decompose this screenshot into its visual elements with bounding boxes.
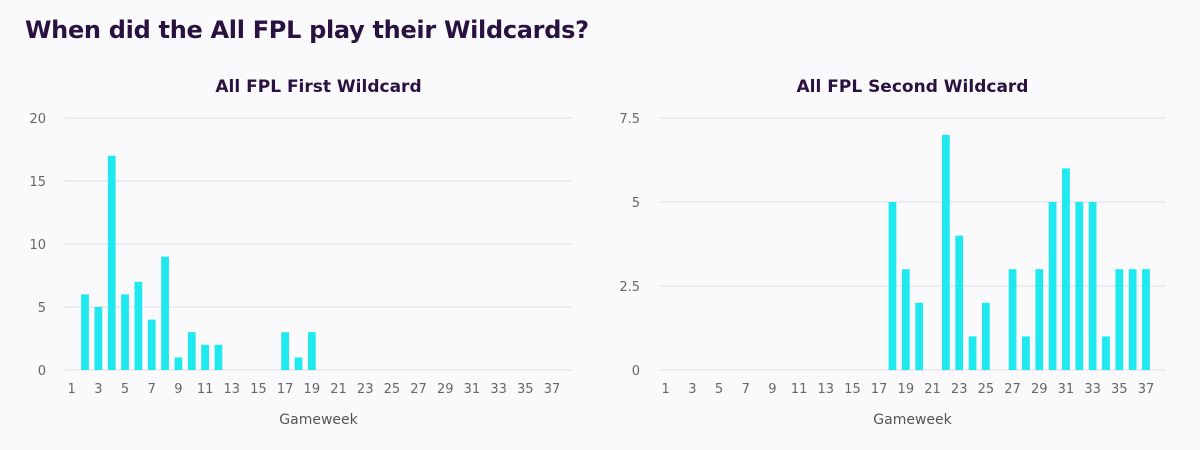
first-wildcard-xtick-label: 21: [330, 382, 347, 397]
first-wildcard-ytick-label: 0: [38, 364, 46, 379]
first-wildcard-xtick-label: 3: [94, 382, 102, 397]
first-wildcard-ytick-label: 20: [29, 112, 46, 127]
first-wildcard-xtick-label: 1: [68, 382, 76, 397]
second-wildcard-bar: [1128, 269, 1137, 370]
second-wildcard-xtick-label: 21: [924, 382, 941, 397]
second-wildcard-xtick-label: 11: [791, 382, 808, 397]
first-wildcard-bar: [174, 357, 183, 370]
first-wildcard-bar: [121, 294, 129, 370]
first-wildcard-ytick-label: 15: [29, 175, 46, 190]
second-wildcard-bar: [1062, 168, 1070, 370]
second-wildcard-bar: [1035, 269, 1044, 370]
second-wildcard-bar: [1022, 336, 1030, 370]
first-wildcard-xtick-label: 23: [357, 382, 374, 397]
second-wildcard-bar: [982, 302, 990, 370]
second-wildcard-xtick-label: 5: [715, 382, 723, 397]
first-wildcard-xtick-label: 29: [437, 382, 454, 397]
first-wildcard-xtick-label: 25: [384, 382, 401, 397]
first-wildcard-xtick-label: 35: [517, 382, 534, 397]
second-wildcard-xtick-label: 29: [1031, 382, 1048, 397]
first-wildcard-bar: [187, 332, 196, 370]
second-wildcard-xtick-label: 17: [871, 382, 888, 397]
second-wildcard-bar: [941, 134, 950, 370]
first-wildcard-chart: All FPL First Wildcard 0 5 10 15 20 1 3 5 7 9 11 13 1…: [0, 70, 600, 440]
second-wildcard-bar: [968, 336, 977, 370]
second-wildcard-ytick-label: 2.5: [619, 280, 640, 295]
second-wildcard-bar: [888, 202, 897, 370]
second-wildcard-xtick-label: 25: [978, 382, 995, 397]
first-wildcard-xtick-label: 9: [174, 382, 182, 397]
second-wildcard-ytick-label: 7.5: [619, 112, 640, 127]
second-wildcard-xtick-label: 13: [818, 382, 835, 397]
second-wildcard-xtick-label: 9: [768, 382, 776, 397]
second-wildcard-xtick-label: 7: [742, 382, 750, 397]
first-wildcard-ytick-label: 10: [29, 238, 46, 253]
second-wildcard-xtick-label: 31: [1058, 382, 1075, 397]
first-wildcard-bar: [281, 332, 290, 370]
first-wildcard-xtick-label: 11: [197, 382, 214, 397]
second-wildcard-xtick-label: 1: [662, 382, 670, 397]
second-wildcard-xtick-label: 35: [1111, 382, 1128, 397]
first-wildcard-bar: [94, 307, 103, 370]
first-wildcard-xtick-label: 19: [304, 382, 321, 397]
second-wildcard-bar: [1008, 269, 1017, 370]
first-wildcard-xaxis-label: Gameweek: [279, 412, 358, 428]
page-title: When did the All FPL play their Wildcard…: [25, 16, 589, 44]
first-wildcard-bar: [307, 332, 316, 370]
first-wildcard-bar: [134, 281, 143, 370]
first-wildcard-chart-title: All FPL First Wildcard: [215, 77, 421, 97]
first-wildcard-bar: [147, 319, 156, 370]
second-wildcard-bar: [1102, 336, 1110, 370]
second-wildcard-xtick-label: 23: [951, 382, 968, 397]
second-wildcard-xtick-label: 19: [898, 382, 915, 397]
first-wildcard-bar: [201, 344, 209, 370]
first-wildcard-bar: [161, 256, 169, 370]
second-wildcard-bar: [1075, 202, 1084, 370]
first-wildcard-xtick-label: 5: [121, 382, 129, 397]
first-wildcard-xtick-label: 7: [148, 382, 156, 397]
second-wildcard-xtick-label: 37: [1138, 382, 1155, 397]
first-wildcard-ytick-label: 5: [38, 301, 46, 316]
second-wildcard-bar: [901, 269, 910, 370]
second-wildcard-bar: [955, 235, 964, 370]
first-wildcard-bar: [107, 155, 116, 370]
second-wildcard-xtick-label: 27: [1004, 382, 1021, 397]
second-wildcard-bar: [1048, 202, 1057, 370]
second-wildcard-xtick-label: 3: [688, 382, 696, 397]
first-wildcard-xtick-label: 15: [250, 382, 267, 397]
first-wildcard-xtick-label: 27: [410, 382, 427, 397]
second-wildcard-bar: [1142, 269, 1150, 370]
first-wildcard-xtick-label: 33: [490, 382, 507, 397]
second-wildcard-bar: [1088, 202, 1097, 370]
second-wildcard-xtick-label: 33: [1084, 382, 1101, 397]
first-wildcard-bar: [294, 357, 303, 370]
first-wildcard-bar: [81, 294, 89, 370]
second-wildcard-chart: All FPL Second Wildcard 0 2.5 5 7.5 1 3 5 7 9 11 13…: [600, 70, 1200, 440]
first-wildcard-bar: [214, 344, 223, 370]
first-wildcard-xtick-label: 37: [544, 382, 561, 397]
second-wildcard-ytick-label: 5: [632, 196, 640, 211]
first-wildcard-xtick-label: 17: [277, 382, 294, 397]
first-wildcard-xtick-label: 13: [224, 382, 241, 397]
second-wildcard-chart-title: All FPL Second Wildcard: [797, 77, 1029, 97]
second-wildcard-bar: [915, 302, 924, 370]
second-wildcard-xtick-label: 15: [844, 382, 861, 397]
second-wildcard-xaxis-label: Gameweek: [873, 412, 952, 428]
second-wildcard-ytick-label: 0: [632, 364, 640, 379]
first-wildcard-xtick-label: 31: [464, 382, 481, 397]
second-wildcard-bar: [1115, 269, 1124, 370]
